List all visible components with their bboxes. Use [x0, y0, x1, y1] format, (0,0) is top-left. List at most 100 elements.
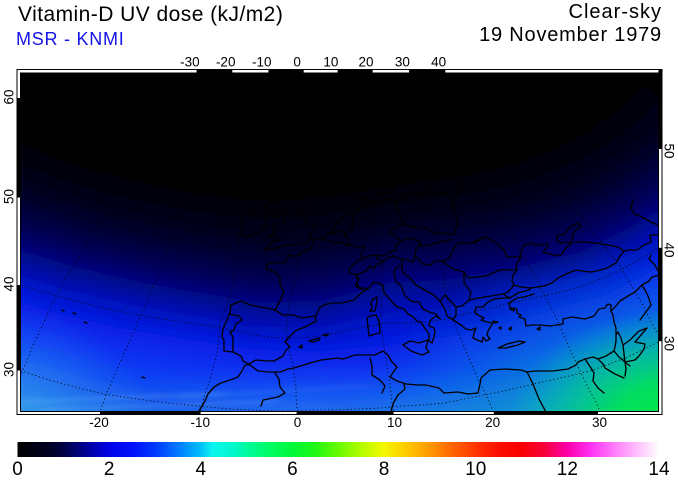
- frame-segment-top: [372, 70, 410, 73]
- coastline: [414, 240, 421, 257]
- colorbar: [17, 442, 659, 457]
- coastline: [452, 178, 462, 203]
- coastline: [497, 340, 526, 349]
- coastline: [441, 260, 465, 273]
- axis-label-bottom: -20: [89, 415, 109, 430]
- coastline: [390, 406, 393, 412]
- coastline: [473, 236, 486, 243]
- frame-outer-line: [16, 69, 663, 415]
- graticule-line: [20, 148, 659, 252]
- coastline: [492, 320, 499, 324]
- frame-inner-line: [20, 72, 659, 412]
- frame-segment-top: [337, 70, 373, 73]
- colorbar-tick-label: 10: [465, 459, 486, 480]
- colorbar-tick-label: 12: [557, 459, 578, 480]
- frame-segment-bottom: [200, 411, 297, 414]
- coastline: [359, 198, 370, 201]
- frame-segment-top: [303, 70, 338, 73]
- coastline: [308, 337, 321, 343]
- colorbar-tick-label: 8: [379, 459, 390, 480]
- frame-segment-top: [20, 70, 197, 73]
- coastline: [424, 192, 459, 235]
- coastline: [423, 139, 450, 153]
- coastline: [389, 223, 406, 242]
- coastline: [395, 201, 406, 225]
- frame-segment-bottom: [20, 411, 100, 414]
- coastline: [244, 310, 617, 395]
- coastline: [622, 327, 648, 363]
- dose-band: [26, 73, 621, 182]
- coastline: [343, 235, 351, 246]
- map-area: [20, 73, 659, 412]
- coastline: [320, 237, 351, 246]
- frame-segment-top: [409, 70, 446, 73]
- coastline: [265, 237, 322, 311]
- coastline: [332, 158, 386, 194]
- frame-segment-left: [17, 285, 21, 371]
- coastline: [441, 242, 460, 262]
- axis-label-top: 0: [293, 55, 301, 70]
- dose-band: [63, 73, 561, 147]
- coastline: [367, 265, 441, 344]
- coastline: [83, 321, 88, 324]
- frame-segment-left: [17, 370, 21, 414]
- coastline: [355, 255, 403, 276]
- graticule-line: [99, 74, 232, 412]
- frame-segment-bottom: [598, 411, 659, 414]
- coastline: [298, 344, 303, 349]
- coastline: [384, 154, 409, 194]
- coastline: [376, 254, 385, 262]
- dose-band: [81, 73, 526, 130]
- dose-band: [45, 73, 593, 164]
- axis-label-top: -30: [180, 55, 200, 70]
- coastline: [511, 222, 582, 289]
- graticule: [20, 73, 659, 412]
- coastline: [221, 300, 317, 365]
- coastline: [345, 244, 351, 247]
- date-label: 19 November 1979: [479, 23, 662, 46]
- axis-label-top: 40: [431, 55, 446, 70]
- coastline: [508, 326, 512, 331]
- dose-band: [75, 73, 538, 136]
- coastline: [326, 230, 346, 237]
- coastline: [315, 288, 369, 317]
- coastline: [61, 309, 65, 312]
- coastline: [468, 284, 515, 301]
- coastline: [584, 358, 605, 394]
- coastline: [322, 333, 330, 337]
- source-label: MSR - KNMI: [16, 29, 125, 49]
- coastline: [630, 199, 659, 227]
- frame-segment-top: [268, 70, 304, 73]
- coastline: [414, 255, 443, 266]
- dose-wisp: [40, 399, 280, 412]
- coastline: [400, 238, 420, 242]
- axis-label-right: 40: [662, 242, 677, 257]
- frame-segment-right: [658, 149, 662, 248]
- axis-label-left: 30: [1, 362, 16, 377]
- coastline: [439, 294, 457, 308]
- coastline: [260, 372, 286, 407]
- coastline: [530, 250, 625, 289]
- coastline: [410, 169, 414, 178]
- coastline: [369, 357, 386, 394]
- axis-label-left: 60: [1, 89, 16, 104]
- page-title: Vitamin-D UV dose (kJ/m2): [18, 2, 284, 26]
- axis-label-bottom: 20: [485, 415, 500, 430]
- coastline: [401, 266, 454, 321]
- coastline: [526, 371, 547, 412]
- axis-label-bottom: 10: [387, 415, 402, 430]
- frame-segment-top: [232, 70, 269, 73]
- axis-label-top: -20: [216, 55, 236, 70]
- colorbar-labels: 0 2 4 6 8 10 12 14: [12, 459, 670, 480]
- graticule-line: [20, 247, 659, 339]
- coastline: [366, 314, 381, 337]
- dose-overlay: [20, 307, 158, 412]
- coastline: [402, 339, 430, 356]
- coastline: [228, 313, 243, 353]
- coastline: [263, 178, 317, 252]
- coastline: [597, 358, 625, 379]
- frame-segment-left: [17, 197, 21, 285]
- axis-label-top: 20: [358, 55, 373, 70]
